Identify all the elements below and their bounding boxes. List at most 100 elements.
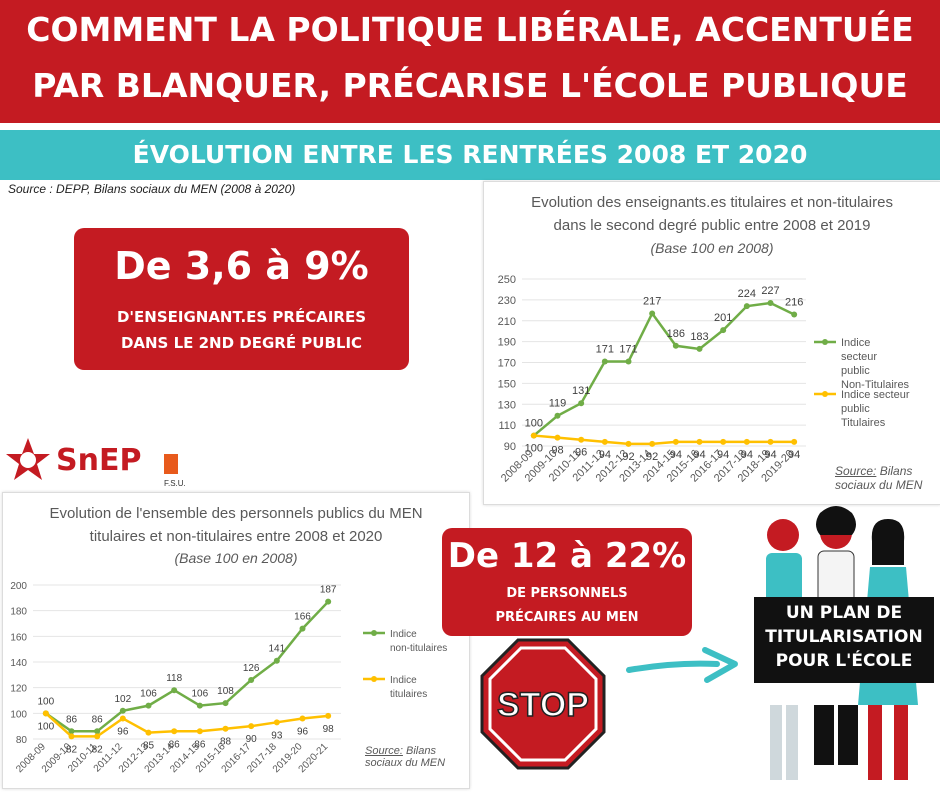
data-label: 171 <box>596 343 614 355</box>
data-label: 126 <box>243 663 260 674</box>
y-tick-label: 250 <box>498 274 516 286</box>
data-point <box>743 438 750 445</box>
data-label: 141 <box>268 644 285 655</box>
data-label: 82 <box>92 744 104 755</box>
legend-label: secteur <box>841 351 877 363</box>
data-label: 106 <box>191 689 208 700</box>
data-point <box>196 728 203 735</box>
chart-subtitle: (Base 100 en 2008) <box>650 240 774 256</box>
data-label: 92 <box>646 451 658 463</box>
chart-1-svg: 901101301501701902102302502008-092009-10… <box>498 274 910 485</box>
data-point <box>222 725 229 732</box>
y-tick-label: 150 <box>498 378 516 390</box>
data-point <box>171 728 178 735</box>
chart-source-text: sociaux du MEN <box>835 478 923 492</box>
data-label: 227 <box>761 285 779 297</box>
data-label: 82 <box>66 744 78 755</box>
y-tick-label: 80 <box>16 735 28 746</box>
y-tick-label: 230 <box>498 295 516 307</box>
subtitle-banner: ÉVOLUTION ENTRE LES RENTRÉES 2008 ET 202… <box>0 130 940 180</box>
data-label: 94 <box>670 449 682 461</box>
data-label: 96 <box>297 726 309 737</box>
y-tick-label: 160 <box>10 632 27 643</box>
data-point <box>601 438 608 445</box>
data-label: 90 <box>246 734 258 745</box>
data-label: 119 <box>549 398 567 410</box>
stat-box-teachers: De 3,6 à 9% D'ENSEIGNANT.ES PRÉCAIRES DA… <box>74 228 409 370</box>
stop-sign: STOP <box>478 636 608 772</box>
data-point <box>273 657 280 664</box>
data-label: 183 <box>690 331 708 343</box>
y-tick-label: 100 <box>10 709 27 720</box>
protest-sign-line: POUR L'ÉCOLE <box>775 651 913 671</box>
data-point <box>672 438 679 445</box>
x-tick-label: 2020-21 <box>297 741 331 775</box>
logo-text: SnEP <box>56 443 141 478</box>
data-point <box>743 303 750 310</box>
legend-label: public <box>841 403 870 415</box>
legend-marker <box>371 630 377 636</box>
header-banner: COMMENT LA POLITIQUE LIBÉRALE, ACCENTUÉE… <box>0 0 940 123</box>
data-label: 92 <box>622 451 634 463</box>
stop-text: STOP <box>497 686 589 724</box>
protest-sign-line: TITULARISATION <box>765 627 923 647</box>
data-label: 98 <box>323 724 335 735</box>
data-point <box>248 676 255 683</box>
data-label: 94 <box>693 449 705 461</box>
data-point <box>767 300 774 307</box>
data-point <box>530 432 537 439</box>
arrow-right-icon <box>626 647 738 683</box>
chart-source: Source: Bilans sociaux du MEN <box>835 464 922 492</box>
data-label: 100 <box>37 696 54 707</box>
main-title-line2: PAR BLANQUER, PRÉCARISE L'ÉCOLE PUBLIQUE <box>32 66 908 105</box>
stat-big-number: De 3,6 à 9% <box>114 244 369 288</box>
data-point <box>720 438 727 445</box>
data-label: 100 <box>525 418 543 430</box>
data-point <box>325 598 332 605</box>
protesters-illustration: UN PLAN DE TITULARISATION POUR L'ÉCOLE <box>728 505 940 788</box>
series-line <box>533 434 795 446</box>
data-label: 216 <box>785 296 803 308</box>
y-tick-label: 90 <box>504 441 516 453</box>
data-point <box>119 715 126 722</box>
data-point <box>94 733 101 740</box>
data-point <box>145 729 152 736</box>
data-label: 98 <box>551 445 563 457</box>
y-tick-label: 190 <box>498 337 516 349</box>
stop-octagon-icon: STOP <box>480 638 606 770</box>
data-point <box>248 723 255 730</box>
data-label: 118 <box>166 673 182 684</box>
chart-subtitle: (Base 100 en 2008) <box>174 550 298 566</box>
data-label: 85 <box>143 741 155 752</box>
data-point <box>649 440 656 447</box>
data-point <box>649 310 656 317</box>
data-point <box>625 358 632 365</box>
chart-source-label: Source: <box>365 745 403 757</box>
chart-card-second-degre: Evolution des enseignants.es titulaires … <box>483 181 940 505</box>
data-point <box>696 438 703 445</box>
y-tick-label: 200 <box>10 581 27 592</box>
stat-big-number: De 12 à 22% <box>447 536 687 576</box>
data-point <box>791 438 798 445</box>
legend-marker <box>822 339 828 345</box>
series-line <box>44 712 329 738</box>
data-point <box>554 434 561 441</box>
snep-logo: SnEP F.S.U. <box>6 432 186 492</box>
data-label: 100 <box>37 721 54 732</box>
legend-label: public <box>841 365 870 377</box>
data-point <box>42 710 49 717</box>
protest-sign: UN PLAN DE TITULARISATION POUR L'ÉCOLE <box>754 597 934 683</box>
chart-title-line: dans le second degré public entre 2008 e… <box>553 217 871 234</box>
legend-label: non-titulaires <box>390 643 447 654</box>
chart-source-text: Bilans <box>876 464 913 478</box>
stat-box-personnel: De 12 à 22% DE PERSONNELS PRÉCAIRES AU M… <box>442 528 692 636</box>
y-tick-label: 210 <box>498 316 516 328</box>
data-point <box>720 327 727 334</box>
chart-2-svg: 801001201401601802002008-092009-102010-1… <box>10 581 447 775</box>
data-point <box>767 438 774 445</box>
data-point <box>94 728 101 735</box>
data-label: 94 <box>764 449 776 461</box>
data-point <box>68 728 75 735</box>
data-point <box>299 625 306 632</box>
chart-title-line: titulaires et non-titulaires entre 2008 … <box>89 528 383 545</box>
